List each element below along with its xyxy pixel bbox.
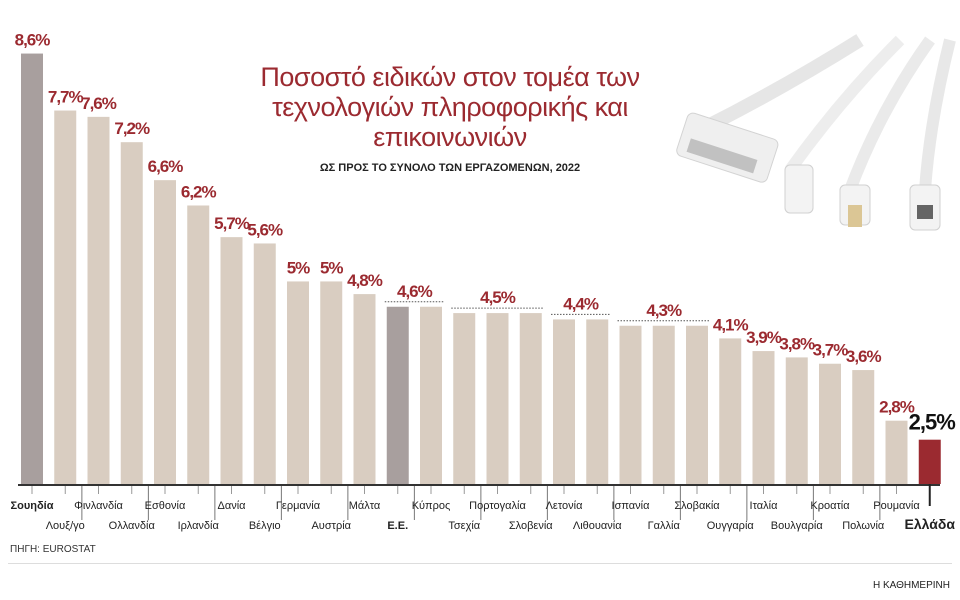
- chart-subtitle: ΩΣ ΠΡΟΣ ΤΟ ΣΥΝΟΛΟ ΤΩΝ ΕΡΓΑΖΟΜΕΝΩΝ, 2022: [319, 162, 581, 174]
- bar-7: [220, 237, 243, 484]
- data-label: 2,5%: [909, 410, 956, 435]
- category-label: Σλοβενία: [509, 520, 553, 532]
- bar-18: [586, 319, 609, 484]
- data-label: 5%: [320, 258, 343, 277]
- chart-title: Ποσοστό ειδικών στον τομέα των τεχνολογι…: [260, 62, 640, 152]
- data-label: 7,2%: [114, 119, 150, 138]
- category-label: Γαλλία: [648, 520, 681, 532]
- category-label: Κροατία: [810, 500, 850, 512]
- bar-24: [785, 357, 808, 484]
- category-label: Δανία: [217, 500, 246, 512]
- bar-12: [386, 306, 409, 484]
- category-label: Ιρλανδία: [178, 520, 220, 532]
- category-label: Κύπρος: [412, 500, 451, 512]
- bar-3: [87, 116, 110, 485]
- category-label: Αυστρία: [311, 520, 351, 532]
- data-label: 6,2%: [181, 182, 217, 201]
- bar-28: [918, 439, 941, 484]
- bar-10: [320, 281, 343, 484]
- category-label: Ουγγαρία: [707, 520, 755, 532]
- category-label: Ελλάδα: [905, 516, 956, 532]
- bar-4: [120, 142, 143, 484]
- data-label: 8,6%: [15, 31, 51, 50]
- bar-19: [619, 325, 642, 484]
- category-label: Βέλγιο: [249, 520, 281, 532]
- data-label: 3,9%: [746, 328, 782, 347]
- category-label: Πολωνία: [842, 520, 885, 532]
- data-label: 4,1%: [713, 315, 749, 334]
- data-label: 3,7%: [813, 341, 849, 360]
- bar-16: [519, 313, 542, 484]
- bar-2: [54, 110, 77, 484]
- bar-9: [287, 281, 309, 484]
- cables-illustration: [676, 34, 956, 231]
- data-label: 7,6%: [81, 94, 117, 113]
- bar-5: [154, 180, 176, 484]
- category-label: Λετονία: [546, 500, 584, 512]
- bar-20: [652, 325, 675, 484]
- bar-27: [885, 420, 908, 484]
- bar-17: [553, 319, 575, 484]
- category-label: Φινλανδία: [74, 500, 123, 512]
- data-label: 5%: [287, 258, 310, 277]
- data-label: 7,7%: [48, 88, 84, 107]
- data-label: 4,5%: [480, 288, 516, 307]
- category-label: Ρουμανία: [873, 500, 920, 512]
- category-label: Πορτογαλία: [469, 500, 526, 512]
- bar-6: [187, 205, 210, 485]
- bar-14: [453, 313, 476, 484]
- category-label: Σουηδία: [11, 500, 54, 512]
- category-label: Βουλγαρία: [771, 520, 824, 532]
- bar-1: [21, 53, 43, 485]
- bar-23: [752, 351, 775, 484]
- category-label: Μάλτα: [349, 500, 381, 512]
- category-label: Τσεχία: [448, 520, 480, 532]
- data-label: 4,6%: [397, 282, 433, 301]
- category-label: Γερμανία: [276, 500, 321, 512]
- data-label: 5,6%: [247, 220, 283, 239]
- bar-21: [686, 325, 708, 484]
- bar-22: [719, 338, 742, 484]
- source-note: ΠΗΓΗ: EUROSTAT: [10, 544, 96, 555]
- data-label: 4,8%: [347, 271, 383, 290]
- category-label: Ισπανία: [612, 500, 651, 512]
- data-label: 5,7%: [214, 214, 250, 233]
- data-label: 3,8%: [779, 334, 815, 353]
- bar-8: [253, 243, 276, 484]
- data-label: 4,3%: [646, 301, 682, 320]
- category-label: Ολλανδία: [109, 520, 156, 532]
- bar-13: [420, 306, 442, 484]
- category-label: Λουξ/γο: [46, 520, 85, 532]
- data-label: 3,6%: [846, 347, 882, 366]
- data-label: 2,8%: [879, 398, 915, 417]
- bar-26: [852, 370, 875, 484]
- bar-11: [353, 294, 376, 484]
- data-label: 6,6%: [148, 157, 184, 176]
- category-label: Εσθονία: [145, 500, 186, 512]
- data-label: 4,4%: [563, 294, 599, 313]
- category-label: Λιθουανία: [573, 520, 622, 532]
- bar-25: [819, 363, 841, 484]
- brand-credit: Η ΚΑΘΗΜΕΡΙΝΗ: [872, 580, 950, 591]
- divider: [8, 563, 952, 564]
- bar-15: [486, 313, 509, 484]
- category-label: Σλοβακία: [674, 500, 720, 512]
- category-label: Ε.Ε.: [387, 520, 408, 532]
- category-label: Ιταλία: [750, 500, 779, 512]
